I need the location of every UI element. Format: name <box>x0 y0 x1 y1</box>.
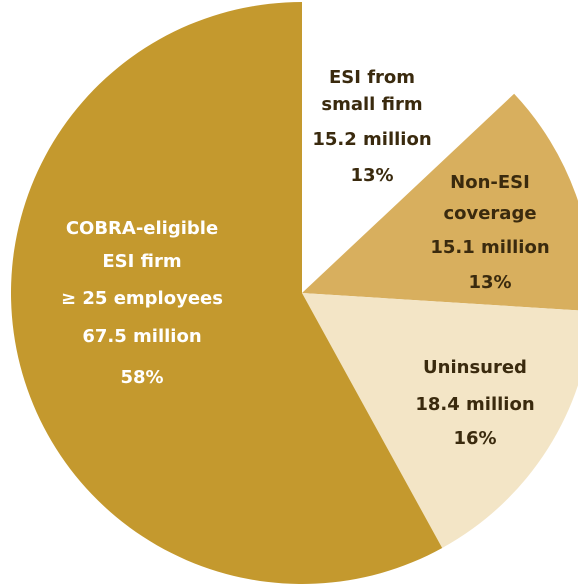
amount-label: 15.1 million <box>430 237 549 258</box>
value-label: 13% <box>468 272 511 293</box>
pie-slice <box>11 2 443 584</box>
pie-slice <box>302 93 578 311</box>
slice-label: coverage <box>443 203 536 224</box>
slice-label: Non-ESI <box>450 172 530 193</box>
value-label: 16% <box>453 428 496 449</box>
slice-label: COBRA-eligible <box>66 218 218 239</box>
slice-label: ≥ 25 employees <box>61 288 223 309</box>
amount-label: 15.2 million <box>312 129 431 150</box>
pie-slice <box>302 293 578 549</box>
amount-label: 18.4 million <box>415 394 534 415</box>
slice-label: Uninsured <box>423 357 527 378</box>
slice-label: ESI from <box>329 67 415 88</box>
amount-label: 67.5 million <box>82 326 201 347</box>
pie-slice <box>302 2 515 293</box>
value-label: 13% <box>350 165 393 186</box>
slice-label: small firm <box>321 94 422 115</box>
value-label: 58% <box>120 367 163 388</box>
slice-label: ESI firm <box>102 251 181 272</box>
